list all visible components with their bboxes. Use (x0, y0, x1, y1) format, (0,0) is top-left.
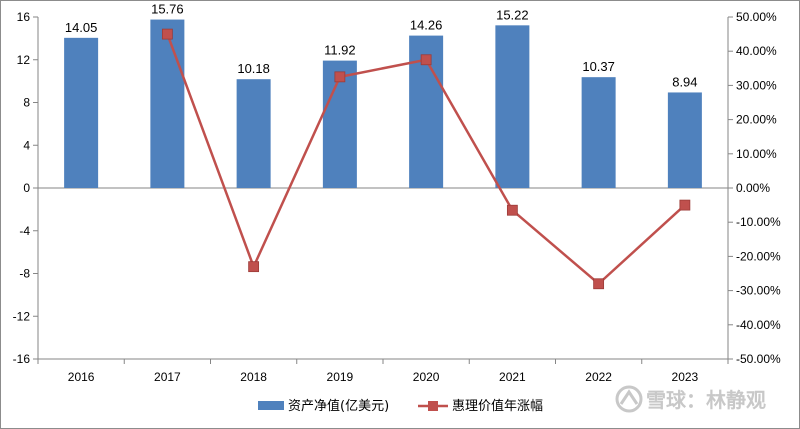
line-point (334, 71, 346, 83)
bar-data-label: 11.92 (324, 43, 356, 58)
bar-data-label: 8.94 (672, 74, 697, 89)
right-tick-label: 40.00% (736, 44, 777, 58)
x-axis-ticks: 2016 2017 2018 2019 2020 2021 2022 2023 (68, 370, 699, 384)
x-tick-label: 2023 (672, 370, 699, 384)
bar (64, 37, 99, 189)
bar-series (64, 19, 702, 189)
right-axis-ticks: 50.00% 40.00% 30.00% 20.00% 10.00% 0.00% -10.0… (736, 10, 781, 366)
bar (495, 25, 530, 189)
bar-data-label: 14.05 (65, 20, 98, 35)
xueqiu-logo-icon (615, 385, 643, 413)
bar (667, 92, 702, 188)
right-tick-label: -20.00% (736, 249, 781, 263)
left-tick-label: -12 (13, 309, 31, 323)
bar-data-label: 10.18 (237, 61, 270, 76)
bar-data-label: 15.76 (151, 2, 184, 17)
bar (581, 77, 616, 188)
watermark: 雪球：林静观 (615, 385, 766, 413)
right-tick-label: 0.00% (736, 181, 770, 195)
right-tick-label: -40.00% (736, 318, 781, 332)
left-tick-label: 16 (17, 10, 31, 24)
x-tick-label: 2018 (240, 370, 267, 384)
legend: 资产净值(亿美元) 惠理价值年涨幅 (258, 398, 543, 414)
left-tick-label: 4 (23, 138, 30, 152)
legend-swatch-marker (428, 401, 438, 411)
left-axis-ticks: 16 12 8 4 0 -4 -8 -12 -16 (13, 10, 31, 366)
bar-data-labels: 14.05 15.76 10.18 11.92 14.26 15.22 10.37 8.94 (65, 2, 698, 90)
bar (150, 19, 185, 188)
bar-data-label: 14.26 (410, 18, 443, 33)
right-tick-label: 10.00% (736, 147, 777, 161)
watermark-text: 雪球：林静观 (646, 388, 766, 412)
right-tick-label: 20.00% (736, 113, 777, 127)
line-point (679, 199, 691, 211)
line-point (420, 54, 432, 66)
bar (236, 79, 271, 188)
left-tick-label: -4 (19, 224, 30, 238)
left-tick-label: -16 (13, 352, 31, 366)
x-tick-label: 2017 (154, 370, 181, 384)
axes (33, 16, 733, 364)
left-tick-label: -8 (19, 267, 30, 281)
line-point (506, 204, 518, 216)
x-tick-label: 2020 (413, 370, 440, 384)
bar-data-label: 10.37 (582, 59, 615, 74)
line-point (161, 28, 173, 40)
right-tick-label: 30.00% (736, 78, 777, 92)
bar-data-label: 15.22 (496, 7, 529, 22)
x-tick-label: 2016 (68, 370, 95, 384)
right-tick-label: -10.00% (736, 215, 781, 229)
x-tick-label: 2021 (499, 370, 526, 384)
left-tick-label: 8 (23, 96, 30, 110)
right-tick-label: -30.00% (736, 284, 781, 298)
left-tick-label: 12 (17, 53, 31, 67)
right-tick-label: 50.00% (736, 10, 777, 24)
legend-swatch-bar (258, 401, 284, 410)
line-series (161, 28, 691, 290)
legend-label-line: 惠理价值年涨幅 (452, 398, 543, 414)
x-tick-label: 2019 (327, 370, 354, 384)
legend-label-bar: 资产净值(亿美元) (288, 398, 389, 414)
x-tick-label: 2022 (585, 370, 612, 384)
left-tick-label: 0 (23, 181, 30, 195)
right-tick-label: -50.00% (736, 352, 781, 366)
line-point (593, 278, 605, 290)
line-point (248, 261, 260, 273)
